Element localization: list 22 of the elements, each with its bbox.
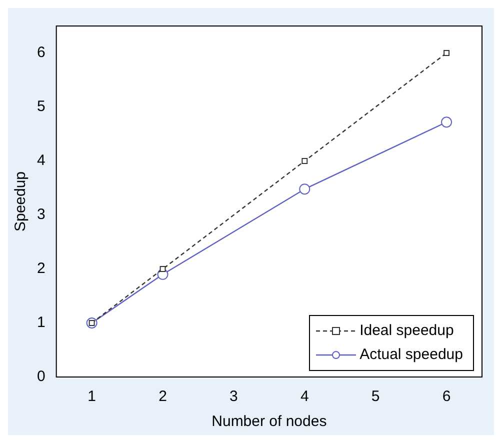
point: [302, 158, 308, 164]
x-tick-label: 6: [442, 388, 451, 406]
point: [444, 50, 450, 56]
y-tick-label: 2: [37, 260, 46, 278]
legend-label: Actual speedup: [360, 345, 463, 365]
x-tick-label: 2: [158, 388, 167, 406]
x-tick-label: 4: [300, 388, 309, 406]
point: [441, 116, 452, 128]
x-tick-label: 5: [371, 388, 380, 406]
x-tick-label: 3: [230, 388, 238, 406]
y-tick-label: 1: [37, 314, 46, 332]
y-tick-label: 3: [37, 206, 46, 224]
x-axis-title: Number of nodes: [212, 413, 327, 430]
legend-label: Ideal speedup: [360, 321, 454, 341]
y-axis-title: Speedup: [12, 171, 30, 232]
y-tick-label: 5: [37, 98, 46, 116]
point: [160, 266, 166, 272]
y-tick-label: 0: [37, 368, 46, 386]
y-tick-label: 4: [37, 152, 46, 170]
x-tick-label: 1: [88, 388, 96, 406]
y-tick-label: 6: [37, 44, 46, 62]
point: [299, 184, 310, 195]
